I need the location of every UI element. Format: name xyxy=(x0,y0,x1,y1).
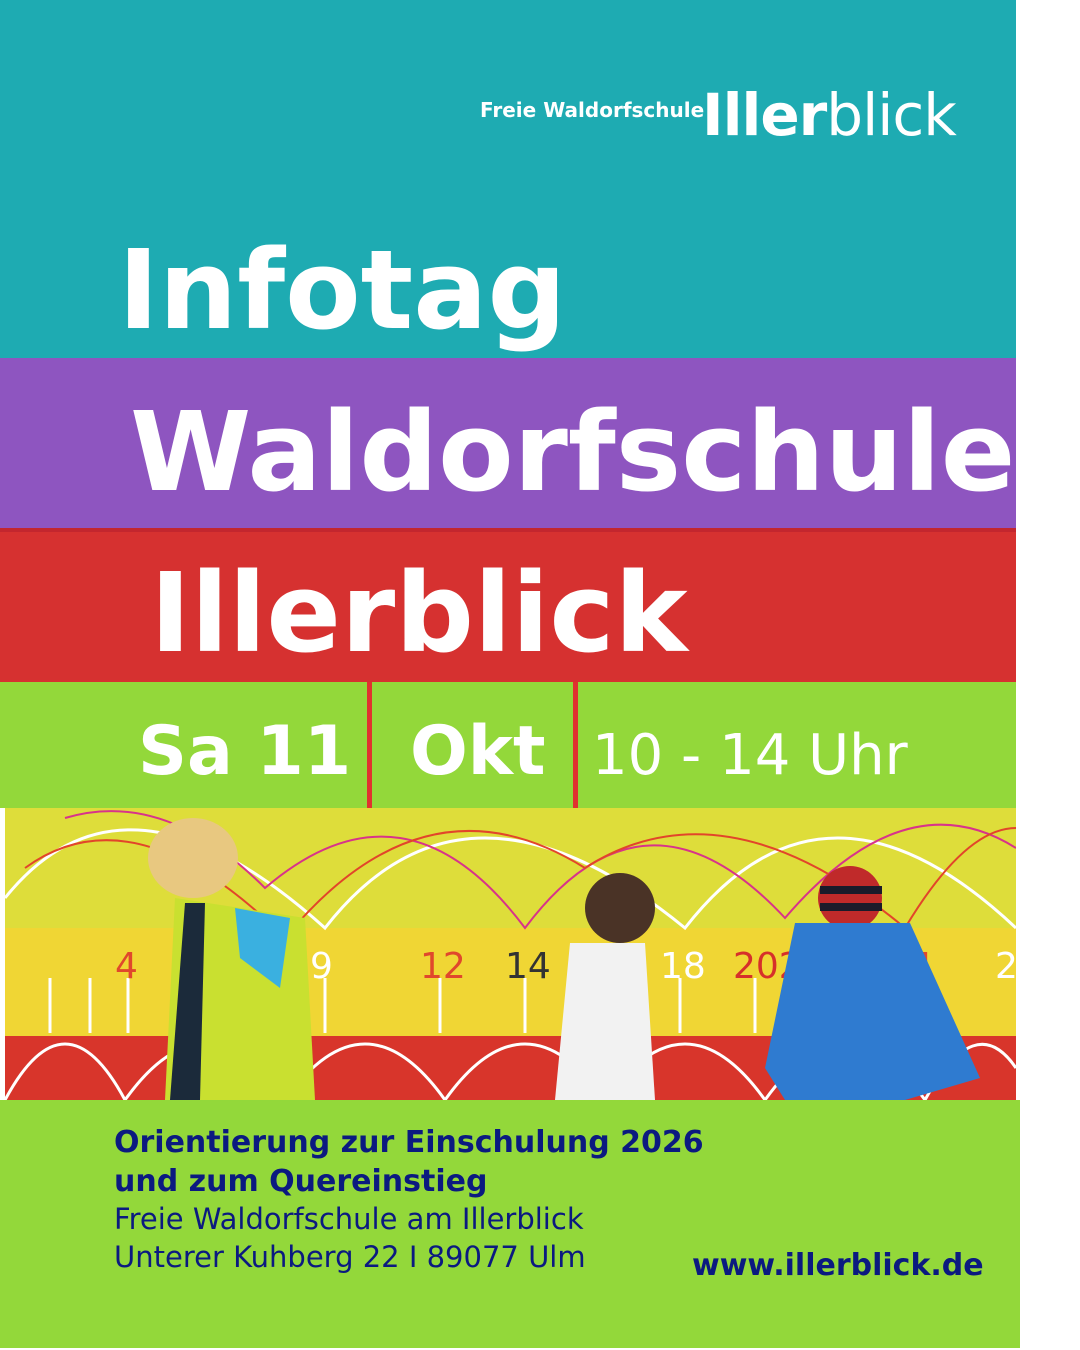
scale-label: 2 xyxy=(995,946,1016,987)
title-illerblick: Illerblick xyxy=(150,549,688,677)
scale-label: 12 xyxy=(420,946,466,987)
child-right xyxy=(765,866,980,1100)
date-day: Sa 11 xyxy=(138,712,352,791)
child-left xyxy=(148,818,315,1100)
date-divider xyxy=(367,682,372,808)
date-time: 10 - 14 Uhr xyxy=(592,723,908,788)
info-subheadline: und zum Quereinstieg xyxy=(114,1164,488,1199)
title-band-purple xyxy=(0,358,1016,528)
scale-label: 9 xyxy=(310,946,333,987)
date-divider xyxy=(573,682,578,808)
date-band xyxy=(0,682,1016,808)
title-waldorfschule: Waldorfschule xyxy=(130,388,1016,516)
ruler-numbers: 4 9 12 14 18 202 4 2 xyxy=(115,946,1016,987)
info-headline: Orientierung zur Einschulung 2026 xyxy=(114,1125,704,1160)
date-month: Okt xyxy=(410,712,546,791)
children-photo: 4 9 12 14 18 202 4 2 xyxy=(5,808,1016,1100)
logo: Illerblick xyxy=(702,86,957,144)
school-address: Unterer Kuhberg 22 I 89077 Ulm xyxy=(114,1240,586,1274)
website-link[interactable]: www.illerblick.de xyxy=(692,1248,984,1283)
ruler-ticks xyxy=(48,978,757,1033)
school-name: Freie Waldorfschule am Illerblick xyxy=(114,1202,584,1236)
title-band-red xyxy=(0,532,1016,682)
logo-light: blick xyxy=(826,81,957,149)
scale-label: 14 xyxy=(505,946,551,987)
scale-label: 4 xyxy=(115,946,138,987)
divider xyxy=(0,528,1016,532)
scale-label: 18 xyxy=(660,946,706,987)
header-band xyxy=(0,0,1016,358)
child-middle xyxy=(555,873,655,1100)
title-infotag: Infotag xyxy=(118,226,567,354)
logo-prefix: Freie Waldorfschule xyxy=(480,98,705,122)
logo-bold: Iller xyxy=(702,81,827,149)
info-panel xyxy=(0,1100,1020,1348)
